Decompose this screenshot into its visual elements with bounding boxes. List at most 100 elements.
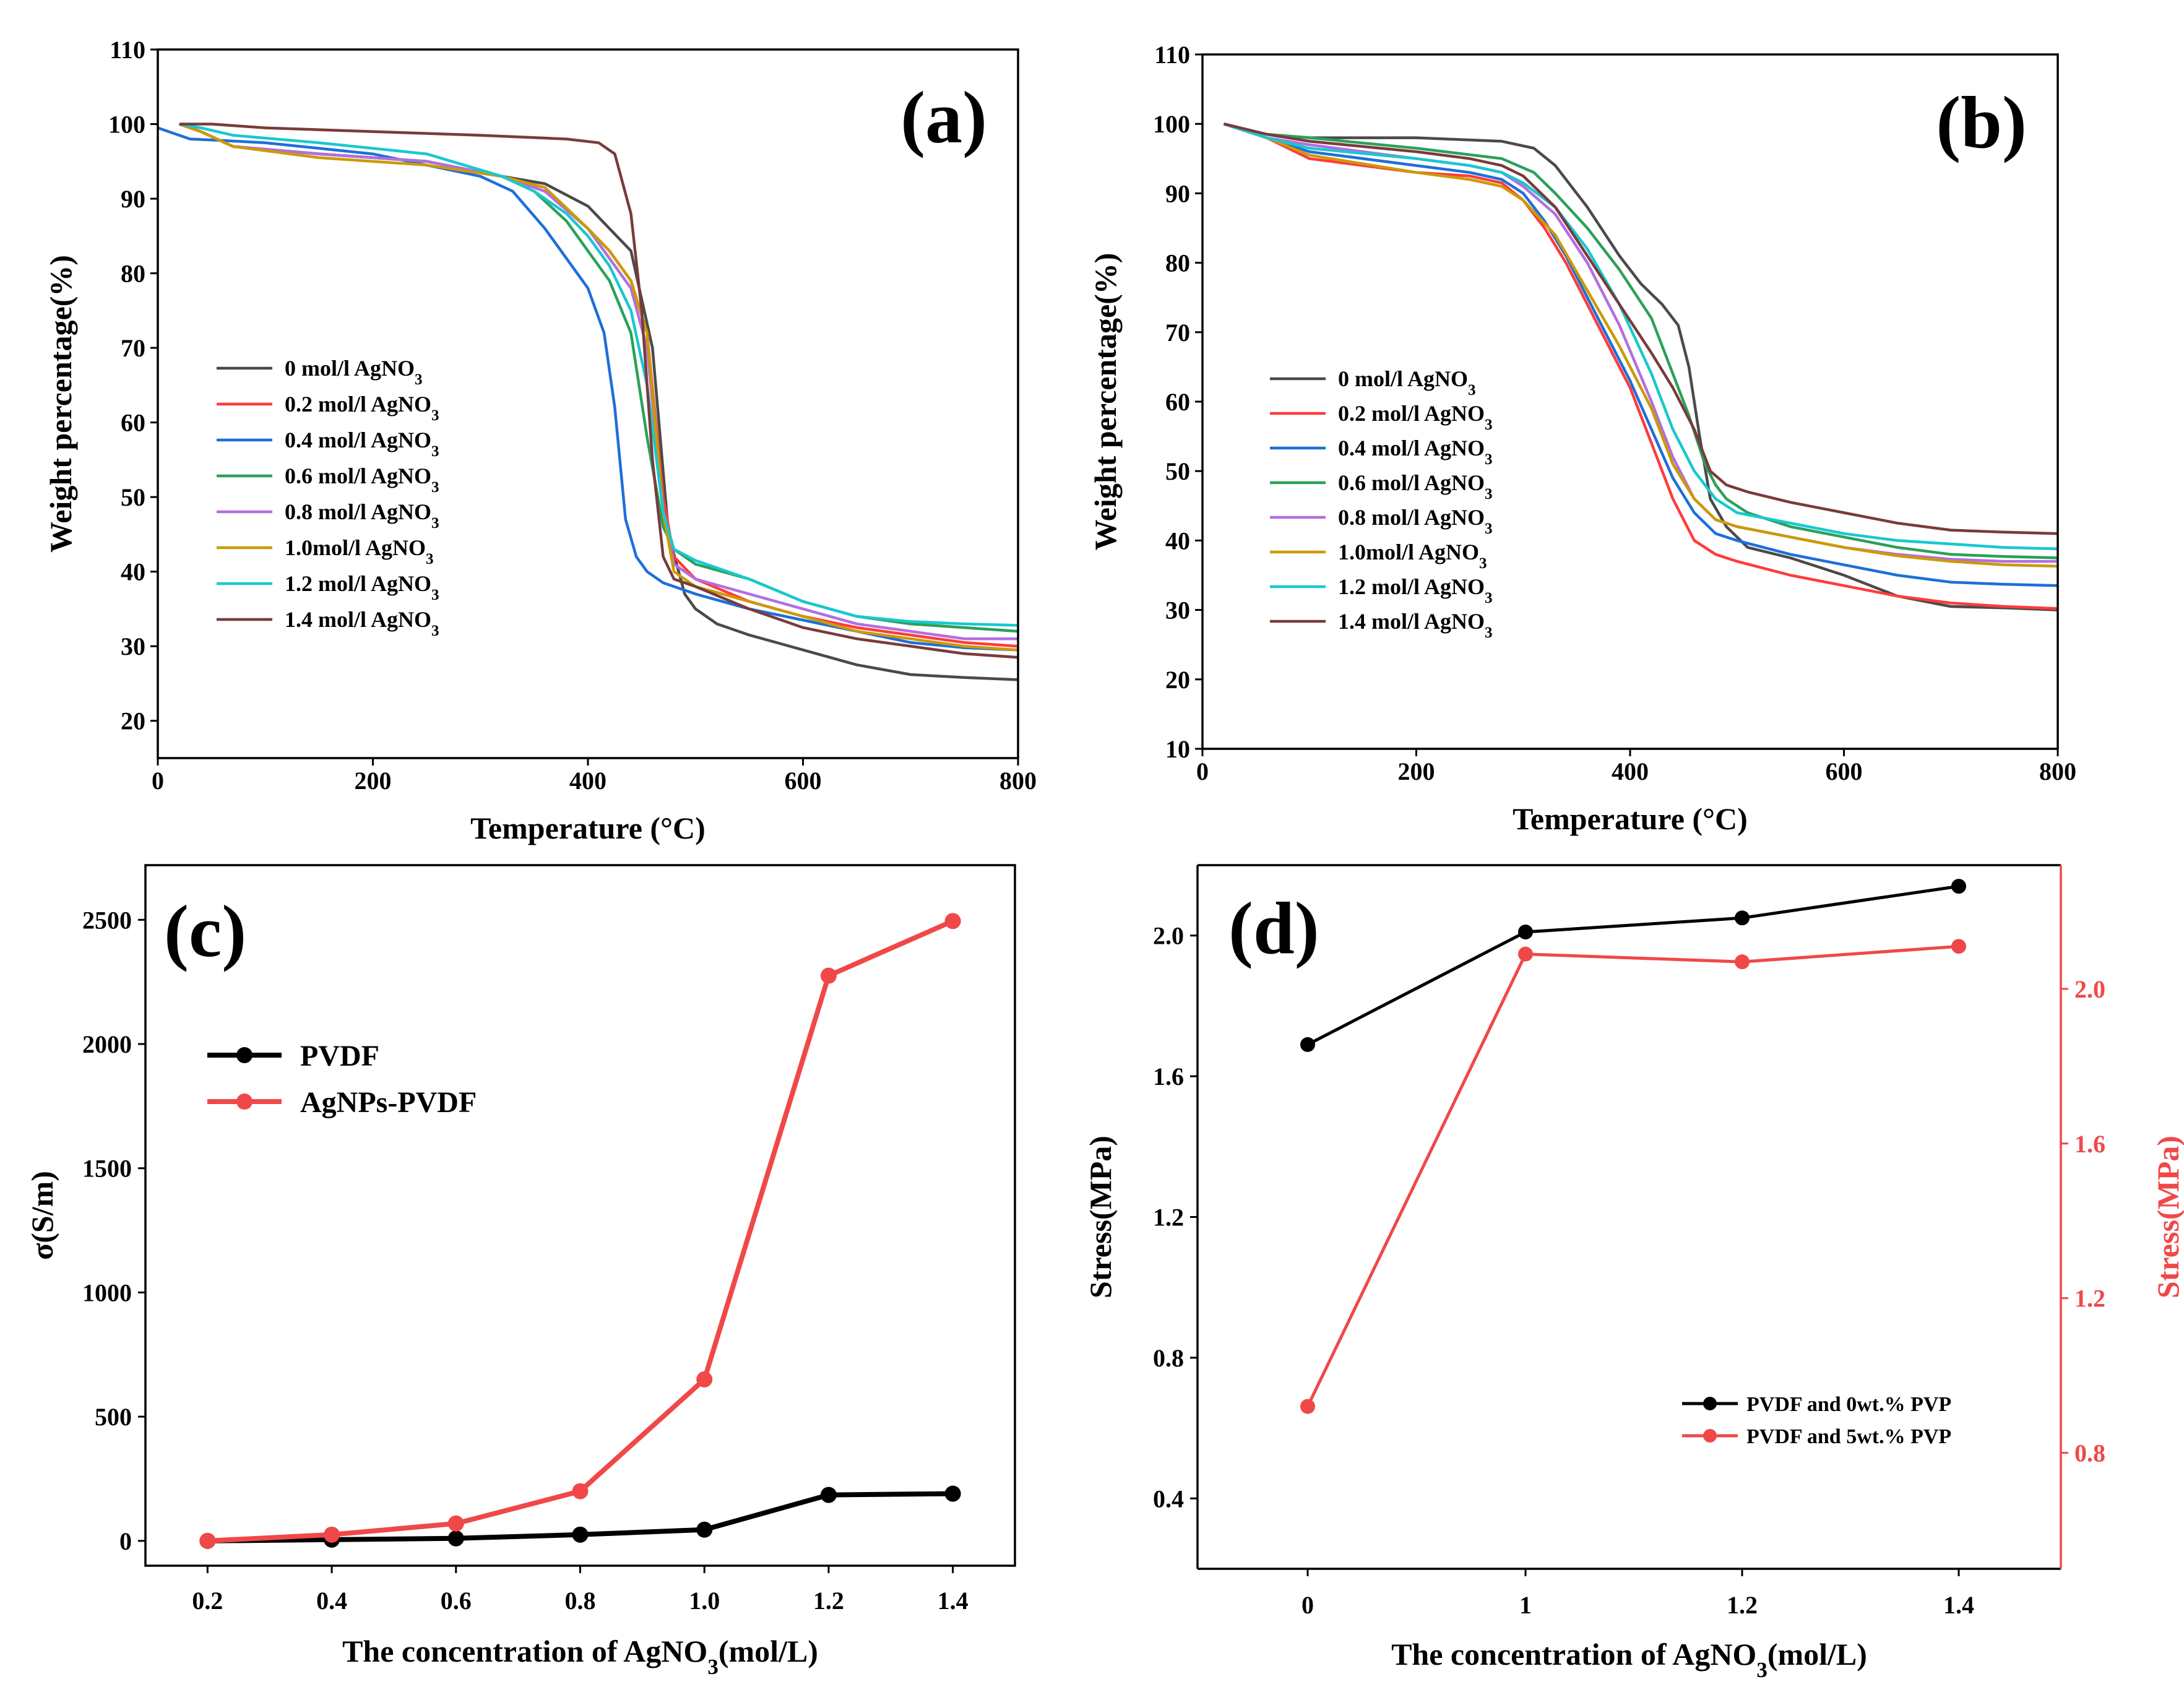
text-part: The concentration of AgNO bbox=[342, 1634, 707, 1668]
x-tick-label: 0 bbox=[1301, 1591, 1314, 1619]
series-line bbox=[207, 918, 954, 1543]
y-tick-label: 60 bbox=[1165, 388, 1190, 416]
y-tick-label: 0 bbox=[119, 1527, 132, 1555]
y-tick-label: 110 bbox=[110, 36, 145, 64]
series-line bbox=[1223, 123, 2058, 559]
x-tick-label: 1.2 bbox=[1727, 1591, 1758, 1619]
subscript: 3 bbox=[415, 371, 423, 388]
panel-a: 0 200 400 600 800 20 30 40 50 60 70 80 90 100 110 Tempe… bbox=[43, 36, 1037, 845]
x-tick-label: 400 bbox=[1612, 757, 1649, 785]
subscript: 3 bbox=[431, 443, 439, 460]
y-tick-label-left: 1.2 bbox=[1153, 1204, 1184, 1232]
data-point bbox=[696, 1521, 713, 1538]
text-part: 0.6 mol/l AgNO bbox=[285, 464, 431, 488]
data-point bbox=[447, 1530, 464, 1547]
y-tick-label: 110 bbox=[1154, 41, 1190, 69]
legend-marker bbox=[1703, 1397, 1717, 1410]
y-axis-label: σ(S/m) bbox=[25, 1171, 59, 1260]
x-tick-label: 1.0 bbox=[689, 1587, 720, 1615]
y-axis-label-right: Stress(MPa) bbox=[2151, 1136, 2184, 1298]
text-part: 1.0mol/l AgNO bbox=[285, 535, 426, 560]
panel-c: 0.2 0.4 0.6 0.8 1.0 1.2 1.4 0 500 1000 1500 2000 250… bbox=[25, 864, 1016, 1679]
y-tick-label: 90 bbox=[121, 185, 145, 213]
series-line bbox=[1223, 123, 2058, 551]
y-tick-label-left: 2.0 bbox=[1153, 922, 1184, 950]
text-part: 0.2 mol/l AgNO bbox=[1338, 401, 1485, 426]
legend-label: 1.0mol/l AgNO3 bbox=[1338, 540, 1487, 572]
subscript: 3 bbox=[1485, 624, 1493, 641]
x-tick-label: 200 bbox=[355, 767, 392, 795]
y-tick-label: 1500 bbox=[82, 1155, 132, 1183]
legend-label: 0 mol/l AgNO3 bbox=[285, 356, 423, 388]
subscript: 3 bbox=[1485, 590, 1493, 606]
subscript: 3 bbox=[431, 623, 439, 639]
legend-label: 0.8 mol/l AgNO3 bbox=[285, 499, 439, 532]
series-line bbox=[179, 123, 1019, 652]
x-tick-label: 400 bbox=[569, 767, 606, 795]
subscript: 3 bbox=[431, 587, 439, 603]
text-part: 1.2 mol/l AgNO bbox=[1338, 574, 1485, 599]
series-line bbox=[1223, 123, 2058, 563]
data-point bbox=[1300, 1399, 1315, 1414]
subscript: 3 bbox=[431, 515, 439, 532]
y-tick-label: 500 bbox=[95, 1403, 132, 1431]
y-tick-label-right: 1.2 bbox=[2074, 1285, 2105, 1313]
text-part: 0.8 mol/l AgNO bbox=[285, 499, 431, 524]
legend-label: 0.2 mol/l AgNO3 bbox=[285, 392, 439, 424]
x-axis-label: Temperature (°C) bbox=[1513, 801, 1748, 836]
series-line bbox=[179, 123, 1019, 627]
data-point bbox=[199, 1532, 216, 1549]
y-tick-label: 30 bbox=[121, 632, 145, 660]
legend-label: 1.2 mol/l AgNO3 bbox=[285, 571, 439, 603]
legend-marker bbox=[236, 1094, 252, 1110]
panel-label: (c) bbox=[164, 890, 246, 972]
y-tick-label: 100 bbox=[108, 111, 145, 139]
subscript: 3 bbox=[1485, 520, 1493, 537]
legend-label: 0 mol/l AgNO3 bbox=[1338, 366, 1476, 399]
y-tick-label-right: 1.6 bbox=[2074, 1130, 2105, 1158]
x-tick-label: 0 bbox=[152, 767, 164, 795]
data-point bbox=[944, 913, 961, 930]
x-tick-label: 0.2 bbox=[192, 1587, 223, 1615]
y-axis-label: Weight percentage(%) bbox=[43, 255, 78, 553]
x-tick-label: 200 bbox=[1398, 757, 1435, 785]
legend-label: PVDF and 5wt.% PVP bbox=[1746, 1425, 1951, 1448]
subscript: 3 bbox=[431, 407, 439, 424]
y-tick-label: 10 bbox=[1165, 735, 1190, 763]
subscript: 3 bbox=[707, 1655, 719, 1679]
panel-label: (b) bbox=[1936, 81, 2027, 163]
x-axis-label: The concentration of AgNO3(mol/L) bbox=[342, 1634, 818, 1679]
legend-label: 0.2 mol/l AgNO3 bbox=[1338, 401, 1493, 433]
panel-d: 0 1 1.2 1.4 0.4 0.8 1.2 1.6 2.0 0.8 1.2 1.6 2.0 The c… bbox=[1083, 864, 2184, 1682]
legend-label: 0.6 mol/l AgNO3 bbox=[1338, 470, 1493, 503]
data-point bbox=[447, 1515, 464, 1532]
data-point bbox=[696, 1371, 713, 1387]
data-point bbox=[1300, 1037, 1315, 1052]
x-tick-label: 1.2 bbox=[813, 1587, 844, 1615]
y-tick-label-right: 0.8 bbox=[2074, 1439, 2105, 1467]
legend-label: 1.4 mol/l AgNO3 bbox=[285, 607, 439, 639]
panel-label: (a) bbox=[900, 76, 987, 158]
text-part: 0.4 mol/l AgNO bbox=[1338, 436, 1485, 460]
data-point bbox=[1518, 925, 1533, 940]
data-point bbox=[1951, 939, 1966, 954]
subscript: 3 bbox=[1485, 416, 1493, 433]
x-tick-label: 0 bbox=[1196, 757, 1209, 785]
y-tick-label: 100 bbox=[1153, 110, 1190, 138]
plot-frame bbox=[1201, 53, 2059, 750]
x-tick-label: 800 bbox=[999, 767, 1037, 795]
panel-label: (d) bbox=[1228, 887, 1319, 969]
data-point bbox=[1735, 954, 1750, 970]
text-part: (mol/L) bbox=[719, 1634, 818, 1668]
y-tick-label: 60 bbox=[121, 409, 145, 437]
text-part: The concentration of AgNO bbox=[1391, 1637, 1756, 1672]
text-part: 0.4 mol/l AgNO bbox=[285, 428, 431, 452]
x-tick-label: 1.4 bbox=[938, 1587, 969, 1615]
x-tick-label: 0.8 bbox=[565, 1587, 596, 1615]
x-tick-label: 1 bbox=[1519, 1591, 1532, 1619]
x-tick-label: 0.6 bbox=[441, 1587, 472, 1615]
data-point bbox=[572, 1526, 589, 1543]
y-axis-label-left: Stress(MPa) bbox=[1083, 1136, 1118, 1298]
series-line bbox=[179, 123, 1018, 641]
